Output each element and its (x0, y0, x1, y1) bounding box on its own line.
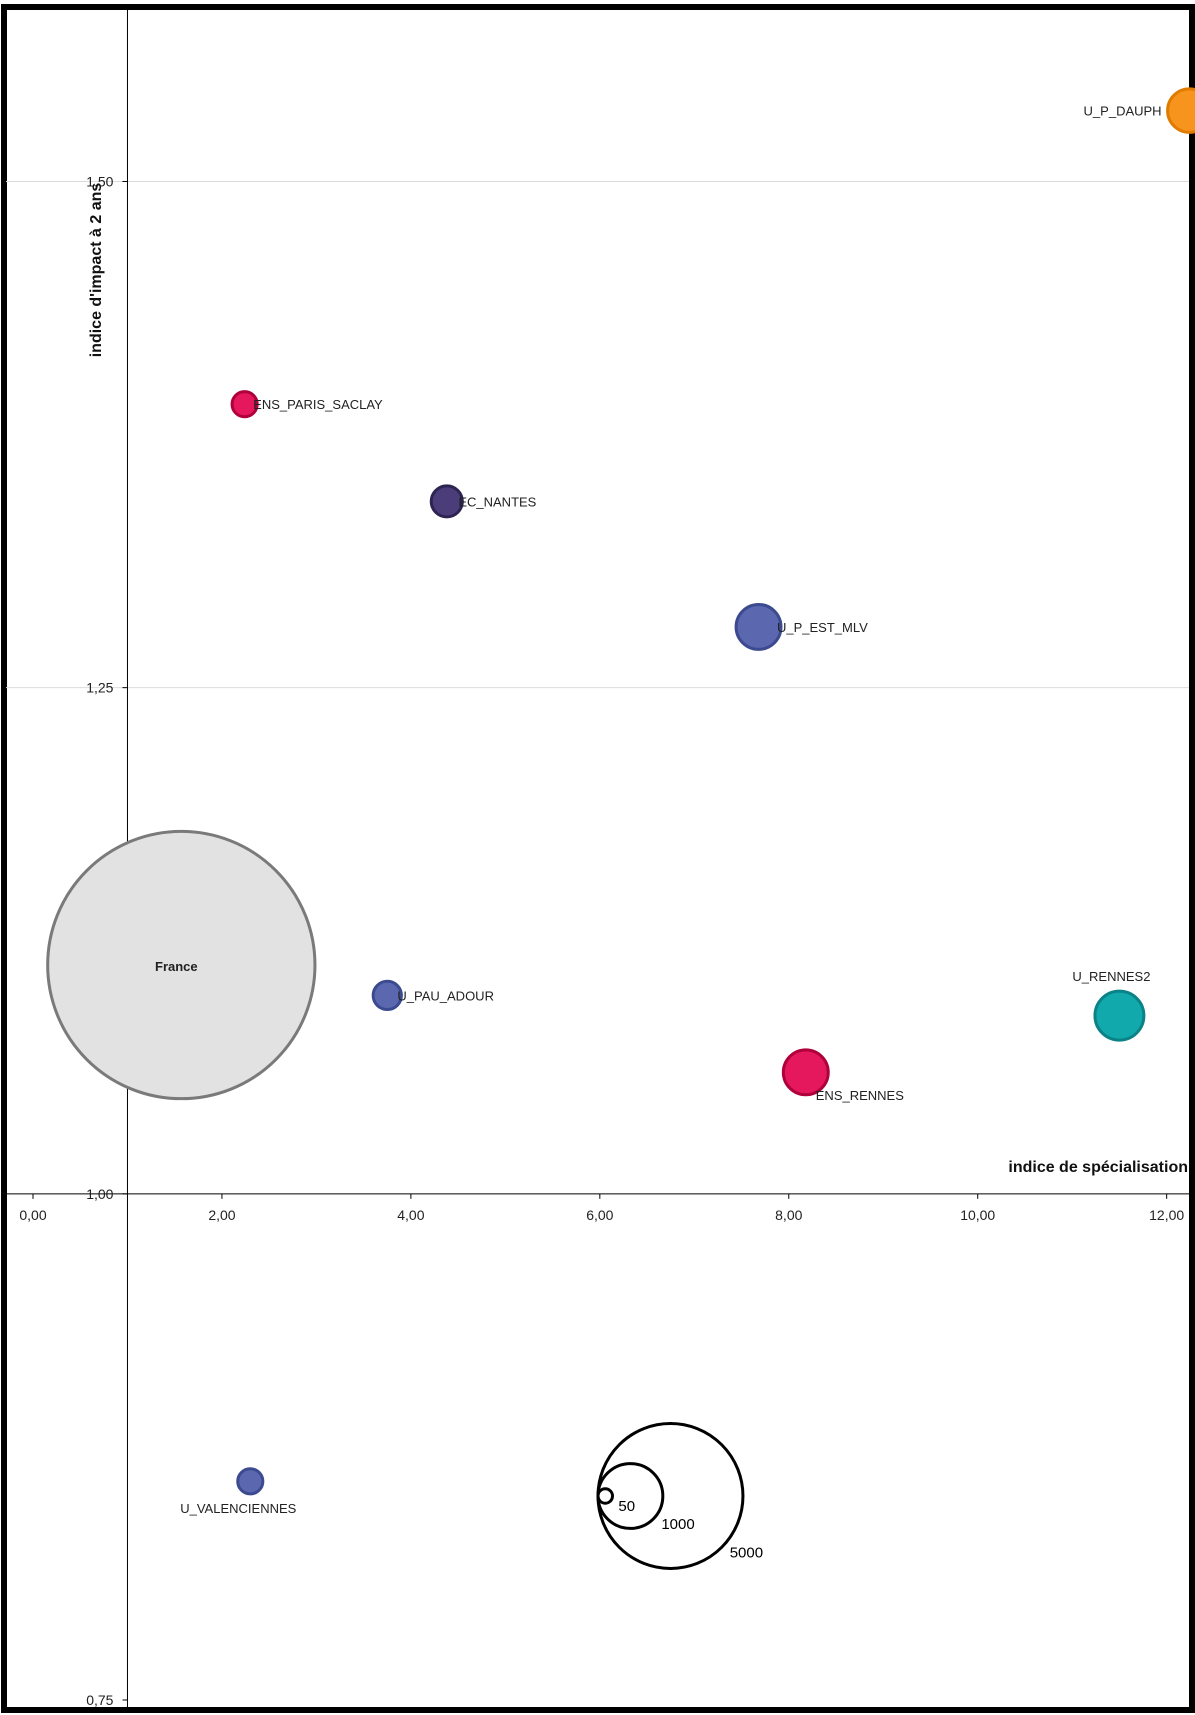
bubble-point (46, 829, 317, 1101)
bubble-label: U_PAU_ADOUR (397, 988, 494, 1003)
y-axis-title: indice d'impact à 2 ans (88, 183, 105, 358)
bubble-label: ENS_RENNES (816, 1088, 904, 1103)
bubble-labels: U_P_DAUPH ENS_PARIS_SACLAY EC_NANTES U_P_ES… (155, 104, 1162, 1516)
size-legend-label: 1000 (661, 1516, 694, 1533)
y-gridlines (6, 180, 1189, 689)
x-tick-label: 2,00 (208, 1207, 235, 1223)
bubble-label: France (155, 959, 198, 974)
bubble-label: ENS_PARIS_SACLAY (253, 397, 383, 412)
bubble-point (230, 390, 259, 419)
y-tick-label: 1,00 (86, 1186, 113, 1202)
bubble-label: EC_NANTES (458, 494, 536, 509)
bubble-point (1166, 87, 1195, 134)
size-legend: 50 1000 5000 (596, 1422, 763, 1570)
y-tick-label: 0,75 (86, 1692, 113, 1708)
bubble-label: U_VALENCIENNES (180, 1501, 296, 1516)
size-legend-label: 5000 (730, 1544, 763, 1561)
bubble-point (371, 979, 403, 1012)
size-legend-label: 50 (618, 1498, 635, 1515)
bubble-label: U_P_DAUPH (1084, 104, 1162, 119)
bubble-point (429, 484, 464, 519)
x-tick-labels: 0,00 2,00 4,00 6,00 8,00 10,00 12,00 (19, 1207, 1184, 1223)
size-legend-circle (596, 1422, 745, 1570)
bubble-label: U_RENNES2 (1072, 969, 1150, 984)
bubble-point (781, 1048, 830, 1097)
x-tick-label: 4,00 (397, 1207, 424, 1223)
x-tick-label: 12,00 (1149, 1207, 1184, 1223)
bubble-point (1093, 989, 1146, 1042)
bubble-point (734, 602, 783, 651)
x-tick-label: 10,00 (960, 1207, 995, 1223)
bubble-label: U_P_EST_MLV (777, 620, 868, 635)
x-tick-label: 6,00 (586, 1207, 613, 1223)
bubble-point (236, 1467, 265, 1496)
x-tick-label: 8,00 (775, 1207, 802, 1223)
bubbles (46, 87, 1195, 1496)
y-tick-label: 1,25 (86, 680, 113, 696)
y-tick-labels: 0,75 1,00 1,25 1,50 (86, 173, 113, 1708)
x-axis-title: indice de spécialisation (1008, 1159, 1188, 1176)
x-tick-label: 0,00 (19, 1207, 46, 1223)
y-tick-label: 1,50 (86, 173, 113, 189)
